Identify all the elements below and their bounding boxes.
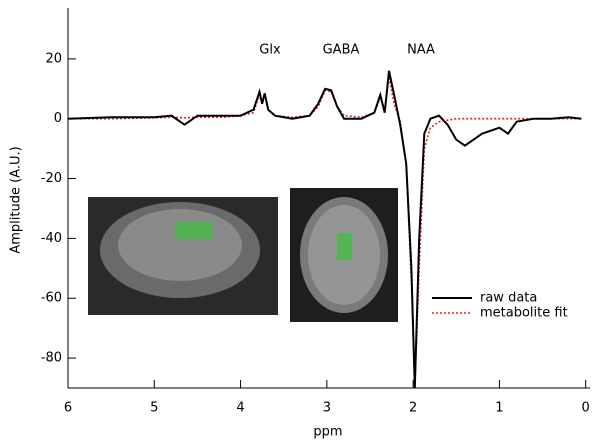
y-tick-label: -40 [41,231,62,246]
x-tick-label: 3 [323,401,331,416]
y-tick-label: 0 [54,111,62,126]
series-line [68,76,582,389]
annotation: GABA [323,43,360,58]
y-tick-label: -20 [41,171,62,186]
y-axis-title: Amplitude (A.U.) [9,146,24,253]
x-tick-label: 0 [582,401,590,416]
y-tick-label: -80 [41,351,62,366]
voxel [337,233,352,260]
legend-label: raw data [480,291,537,306]
legend-label: metabolite fit [480,306,568,321]
x-tick-label: 2 [409,401,417,416]
x-tick-label: 1 [495,401,503,416]
y-tick-label: 20 [45,51,62,66]
series-line [67,70,582,389]
x-tick-label: 5 [150,401,158,416]
y-tick-label: -60 [41,291,62,306]
x-axis-title: ppm [313,425,342,440]
x-tick-label: 4 [236,401,244,416]
x-tick-label: 6 [64,401,72,416]
annotation: NAA [407,43,435,58]
mri-insets [88,188,398,322]
voxel [175,222,212,239]
brain [118,209,242,281]
annotation: Glx [259,43,281,58]
